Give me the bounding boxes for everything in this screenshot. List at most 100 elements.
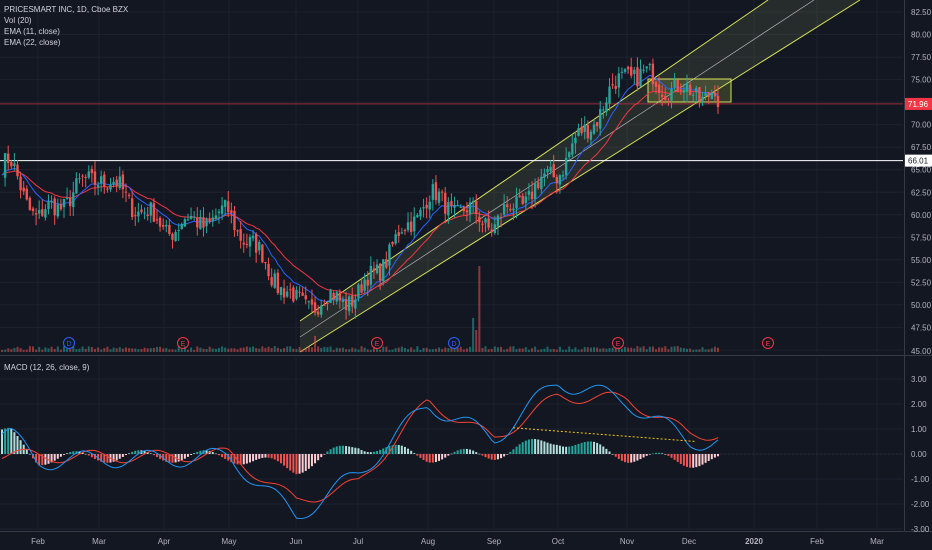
candle-body (310, 299, 314, 305)
macd-histogram-bar (143, 450, 146, 454)
volume-bar (155, 346, 158, 352)
volume-bar (403, 348, 406, 352)
candle-body (323, 304, 326, 306)
volume-bar (562, 349, 565, 352)
macd-histogram-bar (351, 447, 354, 454)
macd-histogram-bar (317, 454, 320, 461)
candle-body (251, 235, 255, 239)
candle-body (270, 277, 273, 286)
volume-bar (118, 347, 121, 352)
volume-bar (577, 349, 580, 352)
volume-bar (276, 347, 279, 352)
volume-bar (109, 349, 112, 352)
macd-histogram-bar (90, 454, 93, 458)
candle-body (115, 179, 118, 186)
volume-bar (317, 346, 320, 352)
candle-body (227, 201, 230, 213)
candle-body (326, 303, 329, 305)
volume-bar (242, 347, 245, 352)
macd-histogram-bar (326, 451, 329, 454)
candle-body (10, 162, 13, 167)
y-tick-label: 47.50 (911, 323, 932, 332)
volume-bar (97, 347, 100, 352)
macd-histogram-bar (190, 454, 193, 455)
macd-histogram-bar (106, 454, 109, 463)
candle-body (183, 219, 187, 227)
candle-body (487, 218, 490, 228)
volume-bar (670, 346, 673, 352)
volume-bar (279, 349, 282, 352)
macd-histogram-bar (692, 454, 695, 468)
x-tick-label: May (221, 537, 236, 546)
volume-bar (605, 348, 608, 352)
event-marker-e[interactable]: E (762, 337, 774, 349)
volume-bar (115, 348, 118, 352)
macd-histogram-bar (93, 454, 96, 459)
candle-body (648, 64, 652, 66)
candle-body (363, 279, 366, 291)
candle-body (13, 163, 16, 167)
volume-bar (190, 347, 193, 352)
volume-bar (44, 347, 47, 352)
candle-body (292, 287, 295, 302)
macd-histogram-bar (13, 432, 16, 454)
volume-bar (128, 348, 131, 352)
volume-bar (568, 346, 571, 352)
event-marker-d[interactable]: D (448, 337, 460, 349)
volume-bar (596, 347, 599, 352)
candle-body (475, 201, 478, 215)
macd-histogram-bar (537, 439, 540, 454)
macd-histogram-bar (41, 454, 44, 466)
macd-histogram-bar (388, 446, 391, 454)
volume-bar (713, 346, 716, 352)
candle-body (25, 188, 28, 200)
volume-bar (589, 347, 592, 352)
macd-histogram-bar (382, 448, 385, 454)
macd-histogram-bar (558, 445, 561, 454)
x-tick-label: Aug (421, 537, 435, 546)
volume-bar (571, 349, 574, 352)
volume-bar (53, 349, 56, 352)
event-marker-e[interactable]: E (371, 337, 383, 349)
candle-body (416, 215, 419, 218)
macd-histogram-bar (128, 453, 131, 454)
candle-body (158, 217, 162, 227)
event-marker-d[interactable]: D (63, 337, 75, 349)
volume-bar (710, 348, 713, 352)
macd-histogram-bar (540, 440, 543, 454)
event-marker-e[interactable]: E (612, 337, 624, 349)
x-tick-label: Mar (870, 537, 884, 546)
volume-bar (407, 349, 410, 352)
candle-body (68, 197, 72, 207)
candle-body (447, 201, 450, 216)
candle-body (397, 232, 400, 236)
y-tick-label: 82.50 (911, 8, 932, 17)
macd-histogram-bar (162, 454, 165, 461)
volume-bar (512, 346, 515, 352)
candle-body (304, 295, 307, 300)
macd-histogram-bar (38, 454, 41, 465)
macd-histogram-bar (230, 454, 233, 463)
volume-bar (692, 349, 695, 352)
volume-bar (379, 349, 382, 352)
volume-bar (236, 349, 239, 352)
candle-body (493, 224, 497, 234)
macd-histogram-bar (273, 454, 276, 460)
candle-body (595, 122, 599, 127)
macd-tick-label: 1.00 (911, 425, 927, 434)
volume-bar (345, 349, 348, 352)
volume-bar (515, 349, 518, 352)
volume-bar (137, 349, 140, 352)
volume-bar (434, 348, 437, 352)
macd-histogram-bar (267, 454, 270, 458)
candle-body (490, 229, 493, 233)
volume-bar (31, 346, 34, 352)
ema-slow-legend: EMA (22, close) (4, 38, 61, 47)
event-marker-e[interactable]: E (177, 337, 189, 349)
macd-histogram-bar (465, 448, 468, 454)
macd-histogram-bar (521, 442, 524, 454)
macd-histogram-bar (252, 454, 255, 462)
candle-body (499, 216, 503, 218)
macd-histogram-bar (531, 439, 534, 454)
